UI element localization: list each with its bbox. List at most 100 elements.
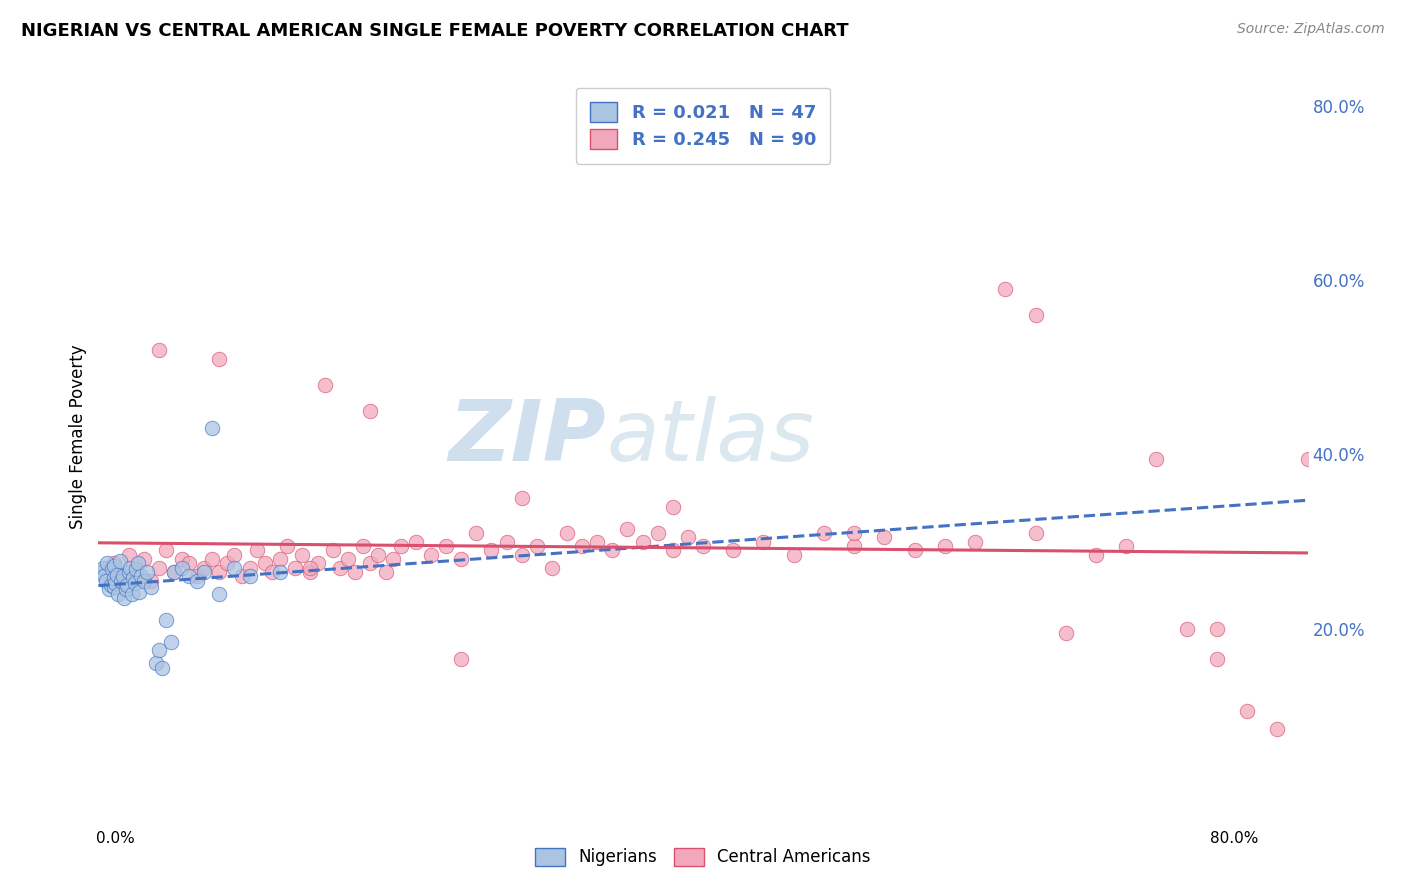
Point	[382, 552, 405, 566]
Point	[170, 552, 193, 566]
Point	[145, 657, 167, 671]
Point	[104, 576, 127, 591]
Point	[127, 557, 149, 571]
Legend: R = 0.021   N = 47, R = 0.245   N = 90: R = 0.021 N = 47, R = 0.245 N = 90	[575, 87, 831, 163]
Point	[555, 525, 578, 540]
Point	[111, 569, 134, 583]
Point	[193, 560, 215, 574]
Point	[450, 652, 472, 666]
Point	[231, 569, 253, 583]
Point	[904, 543, 927, 558]
Point	[112, 591, 135, 606]
Point	[91, 560, 114, 574]
Point	[269, 565, 291, 579]
Point	[179, 569, 201, 583]
Point	[1206, 622, 1229, 636]
Point	[434, 539, 457, 553]
Point	[90, 565, 112, 579]
Point	[118, 548, 141, 562]
Point	[98, 582, 121, 597]
Point	[631, 534, 654, 549]
Point	[571, 539, 593, 553]
Point	[510, 491, 533, 505]
Point	[132, 574, 155, 588]
Point	[110, 569, 132, 583]
Point	[367, 548, 389, 562]
Point	[540, 560, 562, 574]
Point	[96, 557, 118, 571]
Point	[1024, 525, 1046, 540]
Point	[103, 557, 125, 571]
Text: ZIP: ZIP	[449, 395, 606, 479]
Point	[148, 560, 170, 574]
Point	[170, 560, 193, 574]
Point	[163, 565, 186, 579]
Point	[224, 548, 246, 562]
Point	[450, 552, 472, 566]
Point	[107, 587, 129, 601]
Point	[1054, 626, 1077, 640]
Point	[163, 565, 186, 579]
Point	[1236, 705, 1258, 719]
Point	[93, 569, 115, 583]
Point	[110, 574, 132, 588]
Point	[94, 560, 117, 574]
Point	[647, 525, 669, 540]
Point	[128, 585, 150, 599]
Point	[284, 560, 307, 574]
Point	[336, 552, 359, 566]
Point	[155, 613, 177, 627]
Point	[873, 530, 896, 544]
Point	[661, 500, 683, 514]
Point	[1085, 548, 1108, 562]
Point	[352, 539, 374, 553]
Point	[291, 548, 314, 562]
Point	[661, 543, 683, 558]
Point	[208, 351, 231, 366]
Point	[201, 421, 224, 435]
Point	[118, 565, 141, 579]
Point	[314, 377, 336, 392]
Point	[160, 634, 183, 648]
Point	[276, 539, 298, 553]
Point	[239, 560, 262, 574]
Point	[94, 574, 117, 588]
Point	[586, 534, 609, 549]
Point	[115, 578, 138, 592]
Point	[1206, 652, 1229, 666]
Point	[299, 565, 322, 579]
Point	[269, 552, 291, 566]
Point	[114, 582, 136, 597]
Point	[103, 558, 125, 573]
Point	[994, 282, 1017, 296]
Point	[193, 565, 215, 579]
Legend: Nigerians, Central Americans: Nigerians, Central Americans	[527, 839, 879, 875]
Point	[100, 578, 122, 592]
Point	[208, 587, 231, 601]
Point	[186, 574, 208, 588]
Point	[122, 571, 145, 585]
Point	[132, 552, 155, 566]
Point	[215, 557, 238, 571]
Point	[135, 565, 157, 579]
Point	[125, 565, 148, 579]
Point	[510, 548, 533, 562]
Point	[208, 565, 231, 579]
Point	[1144, 451, 1167, 466]
Point	[253, 557, 276, 571]
Point	[124, 576, 146, 591]
Point	[360, 404, 382, 418]
Point	[676, 530, 699, 544]
Point	[120, 560, 142, 574]
Point	[148, 343, 170, 357]
Text: atlas: atlas	[606, 395, 814, 479]
Point	[148, 643, 170, 657]
Y-axis label: Single Female Poverty: Single Female Poverty	[69, 345, 87, 529]
Point	[1024, 308, 1046, 322]
Point	[616, 521, 638, 535]
Point	[844, 539, 866, 553]
Point	[103, 571, 125, 585]
Point	[723, 543, 745, 558]
Point	[322, 543, 344, 558]
Point	[844, 525, 866, 540]
